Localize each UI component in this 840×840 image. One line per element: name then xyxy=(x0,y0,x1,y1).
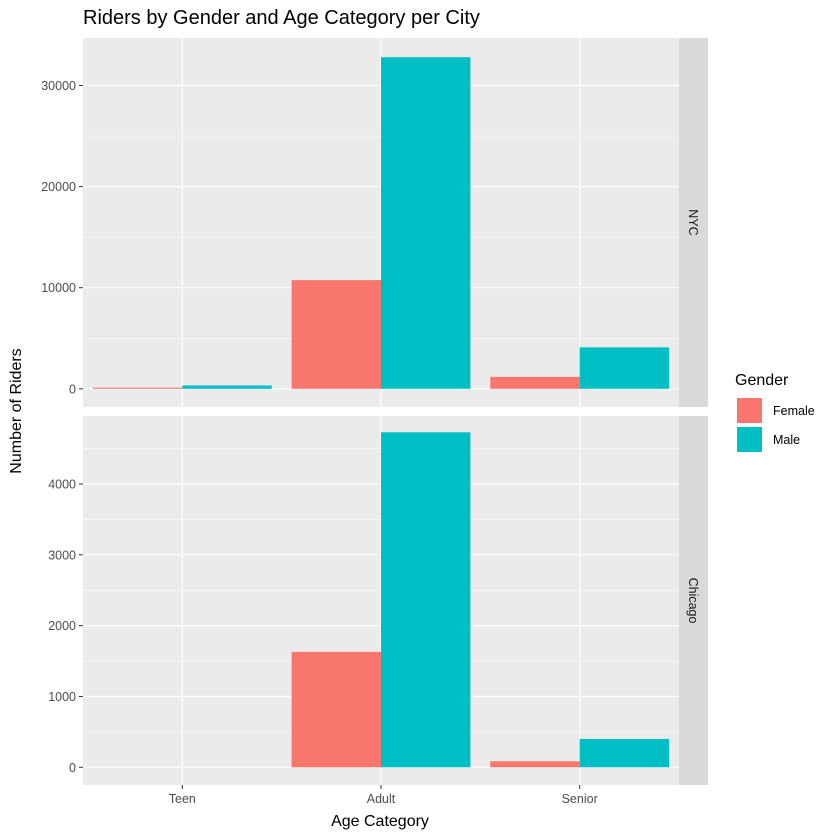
bar-nyc-teen-female xyxy=(92,387,183,389)
x-tick-label-teen: Teen xyxy=(169,792,196,806)
y-tick-label: 10000 xyxy=(41,281,76,295)
bar-chicago-adult-female xyxy=(291,651,381,768)
bar-chicago-adult-male xyxy=(381,432,471,768)
x-tick-label-senior: Senior xyxy=(562,792,598,806)
y-tick-label: 0 xyxy=(69,761,76,775)
legend: Gender Female Male xyxy=(735,372,815,452)
x-tick-label-adult: Adult xyxy=(367,792,396,806)
bar-nyc-adult-male xyxy=(381,57,471,389)
x-axis: Teen Adult Senior xyxy=(169,785,598,806)
legend-title: Gender xyxy=(735,372,789,389)
legend-label-male: Male xyxy=(773,433,800,447)
facet-strip-label: NYC xyxy=(686,209,700,235)
facet-strip-chicago xyxy=(679,416,708,785)
bar-nyc-teen-male xyxy=(182,385,272,389)
y-tick-label: 4000 xyxy=(48,477,76,491)
x-axis-title: Age Category xyxy=(331,813,429,830)
bar-chicago-senior-male xyxy=(579,738,670,768)
bar-nyc-senior-male xyxy=(579,347,670,389)
bar-chicago-senior-female xyxy=(490,761,580,768)
y-tick-label: 0 xyxy=(69,382,76,396)
y-tick-label: 3000 xyxy=(48,548,76,562)
legend-label-female: Female xyxy=(773,404,815,418)
facet-strip-label: Chicago xyxy=(686,578,700,624)
bar-nyc-senior-female xyxy=(490,376,580,389)
y-axis-title: Number of Riders xyxy=(8,348,25,473)
y-tick-label: 20000 xyxy=(41,180,76,194)
bar-nyc-adult-female xyxy=(291,280,381,389)
legend-key-male xyxy=(737,427,762,452)
facet-panels: 0 10000 20000 30000 NYC 0 1000 2000 3000 4000 Chic… xyxy=(41,38,708,785)
facet-strip-nyc xyxy=(679,38,708,407)
panel-chicago: 0 1000 2000 3000 4000 Chicago xyxy=(48,416,708,785)
legend-key-female xyxy=(737,398,762,423)
y-tick-label: 2000 xyxy=(48,619,76,633)
y-tick-label: 30000 xyxy=(41,79,76,93)
panel-nyc: 0 10000 20000 30000 NYC xyxy=(41,38,708,407)
y-tick-label: 1000 xyxy=(48,690,76,704)
chart-title: Riders by Gender and Age Category per Ci… xyxy=(83,7,480,29)
